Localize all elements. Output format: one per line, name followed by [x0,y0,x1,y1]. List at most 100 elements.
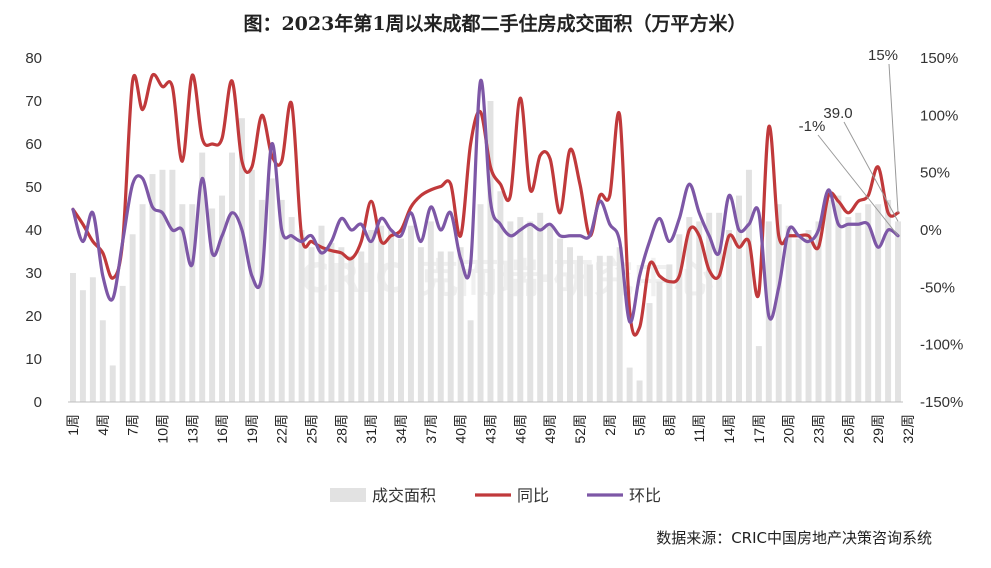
x-tick-label: 23周 [811,414,827,444]
bar [407,225,414,402]
bar [129,234,136,402]
bar [358,251,365,402]
x-tick-label: 52周 [572,414,588,444]
bar [278,199,285,402]
bar [248,169,255,402]
bar [159,169,166,402]
x-tick-label: 46周 [512,414,528,444]
y-right-tick-label: 0% [920,222,942,239]
callout-label: -1% [799,118,826,135]
x-tick-label: 32周 [900,414,916,444]
bar [745,169,752,402]
x-tick-label: 20周 [781,414,797,444]
bar [199,152,206,402]
y-left-tick-label: 60 [25,136,42,153]
x-tick-label: 19周 [244,414,260,444]
bar [726,230,733,402]
bar [487,101,494,402]
chart-title: 图：2023年第1周以来成都二手住房成交面积（万平方米） [243,12,746,35]
bar [219,195,226,402]
x-tick-label: 25周 [304,414,320,444]
bar [69,273,76,402]
bar [706,212,713,402]
bar [845,217,852,402]
bar [378,225,385,402]
bar [398,238,404,402]
series-line [71,79,900,324]
y-right-tick-label: -50% [920,279,955,296]
legend-label: 同比 [517,486,549,505]
y-left-tick-label: 80 [25,50,42,67]
x-tick-label: 17周 [751,414,767,444]
bar [79,290,86,402]
bar [795,238,802,402]
bar [238,118,245,402]
bar [616,247,623,402]
bar [567,247,573,402]
bar [586,264,593,402]
bar-series [69,101,902,402]
bar [696,221,703,402]
x-axis-labels: 1周 4周 7周 10周 13周 16周 19周 22周 25周 28周 31周 34周 37周 40周 4… [65,414,916,444]
bar [298,230,305,402]
x-tick-label: 8周 [661,414,677,436]
bar [109,365,116,402]
source-note: 数据来源：CRIC中国房地产决策咨询系统 [656,529,932,547]
y-left-tick-label: 40 [25,222,42,239]
bar [348,255,355,402]
bar [417,247,424,402]
bar [477,204,484,402]
bar [676,234,683,402]
y-left-tick-label: 70 [25,93,42,110]
bar [99,320,106,402]
x-tick-label: 22周 [274,414,290,444]
bar [885,199,892,402]
y-right-tick-label: -100% [920,337,963,354]
x-tick-label: 14周 [721,414,737,444]
x-tick-label: 1周 [65,414,81,436]
bar [656,281,663,402]
bar [258,199,265,402]
x-tick-label: 37周 [423,414,439,444]
bar [865,204,872,402]
bar [497,191,504,402]
y-right-tick-label: 150% [920,50,958,67]
bar [507,221,514,402]
x-tick-label: 28周 [333,414,349,444]
bar [437,251,444,402]
x-tick-label: 49周 [542,414,558,444]
legend-label: 成交面积 [372,486,436,505]
x-tick-label: 7周 [125,414,141,436]
bar [288,217,295,402]
annotations: 39.0-1% 15% [799,47,899,237]
bar [606,255,613,402]
bar [805,230,812,402]
bar [328,242,335,402]
bar [467,320,474,402]
bar [427,221,434,402]
bar [189,204,196,402]
bar [855,212,862,402]
x-tick-label: 10周 [154,414,170,444]
bar [686,217,693,402]
bar [895,221,902,402]
bar [596,255,603,402]
legend-label: 环比 [629,486,661,505]
bar [825,199,832,402]
bar [368,230,375,402]
axes: 0 10 20 30 40 50 60 70 80 -150% -100% -50% 0% 50% 100%… [25,50,963,411]
bar [447,251,454,402]
bar [835,195,842,402]
bar [527,221,534,402]
bar [139,204,146,402]
bar [626,367,633,402]
x-tick-label: 11周 [691,414,707,443]
y-left-tick-label: 50 [25,179,42,196]
x-tick-label: 4周 [95,414,111,436]
x-tick-label: 31周 [363,414,379,444]
legend-swatch-bar [330,488,366,502]
bar [179,204,186,402]
callout-label: 39.0 [823,105,852,122]
y-right-tick-label: 50% [920,165,950,182]
bar [646,303,653,402]
